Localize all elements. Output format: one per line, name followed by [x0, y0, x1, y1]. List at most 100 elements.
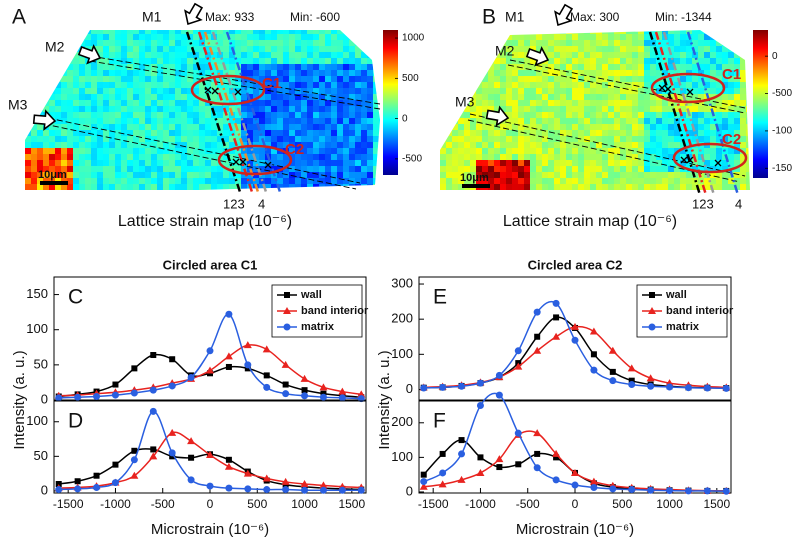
map-cell: [740, 136, 746, 142]
map-cell: [121, 46, 127, 52]
map-cell: [656, 112, 662, 118]
map-cell: [61, 30, 67, 34]
map-cell: [638, 94, 644, 100]
map-cell: [500, 64, 506, 70]
map-cell: [295, 190, 301, 196]
map-cell: [151, 94, 157, 100]
map-cell: [139, 142, 145, 148]
max-label: Max: 933: [205, 10, 255, 24]
map-cell: [373, 154, 379, 160]
marker: [439, 469, 447, 477]
map-cell: [151, 100, 157, 106]
map-cell: [728, 30, 734, 34]
map-cell: [109, 64, 115, 70]
map-cell: [692, 184, 698, 190]
map-cell: [367, 142, 373, 148]
circled-area: [190, 74, 266, 106]
map-cell: [446, 88, 452, 94]
map-cell: [151, 118, 157, 124]
map-cell: [139, 160, 145, 166]
map-cell: [25, 148, 31, 154]
y-axis-label: Intensity (a. u.): [376, 350, 393, 449]
map-cell: [722, 82, 728, 88]
map-cell: [235, 82, 241, 88]
map-cell: [596, 88, 602, 94]
map-cell: [361, 94, 367, 100]
map-cell: [446, 166, 452, 172]
map-cell: [662, 142, 668, 148]
map-cell: [554, 118, 560, 124]
map-cell: [91, 106, 97, 112]
map-cell: [43, 100, 49, 106]
map-cell: [734, 46, 740, 52]
map-cell: [37, 94, 43, 100]
map-cell: [253, 70, 259, 76]
map-cell: [458, 112, 464, 118]
map-cell: [181, 82, 187, 88]
map-cell: [127, 64, 133, 70]
map-cell: [157, 184, 163, 190]
map-cell: [235, 166, 241, 172]
map-cell: [361, 154, 367, 160]
map-cell: [379, 178, 380, 184]
map-cell: [211, 130, 217, 136]
map-cell: [85, 130, 91, 136]
map-cell: [139, 40, 145, 46]
map-cell: [217, 82, 223, 88]
marker: [552, 299, 560, 307]
map-cell: [716, 64, 722, 70]
map-cell: [133, 124, 139, 130]
map-cell: [265, 82, 271, 88]
map-cell: [590, 52, 596, 58]
map-cell: [175, 172, 181, 178]
map-cell: [85, 30, 91, 34]
map-cell: [91, 166, 97, 172]
map-cell: [494, 70, 500, 76]
map-cell: [163, 34, 169, 40]
arrow: [485, 105, 510, 127]
map-cell: [157, 52, 163, 58]
map-cell: [644, 52, 650, 58]
map-cell: [97, 154, 103, 160]
map-cell: [458, 52, 464, 58]
map-cell: [319, 142, 325, 148]
map-cell: [343, 172, 349, 178]
map-cell: [211, 106, 217, 112]
map-cell: [500, 148, 506, 154]
map-cell: [343, 30, 349, 34]
map-cell: [181, 64, 187, 70]
map-cell: [37, 64, 43, 70]
map-cell: [710, 100, 716, 106]
map-cell: [578, 30, 584, 34]
map-cell: [313, 76, 319, 82]
map-cell: [187, 154, 193, 160]
map-cell: [175, 190, 181, 196]
marker: [131, 447, 138, 454]
map-cell: [67, 148, 73, 154]
map-cell: [181, 142, 187, 148]
map-cell: [560, 148, 566, 154]
map-cell: [253, 46, 259, 52]
map-cell: [476, 112, 482, 118]
map-cell: [103, 106, 109, 112]
map-cell: [373, 124, 379, 130]
map-cell: [710, 70, 716, 76]
map-cell: [349, 118, 355, 124]
marker: [552, 449, 561, 457]
map-cell: [247, 34, 253, 40]
map-cell: [614, 160, 620, 166]
map-cell: [199, 30, 205, 34]
map-cell: [608, 184, 614, 190]
map-cell: [512, 46, 518, 52]
map-cell: [331, 148, 337, 154]
map-cell: [458, 148, 464, 154]
map-cell: [121, 106, 127, 112]
map-cell: [343, 82, 349, 88]
map-cell: [49, 148, 55, 154]
map-cell: [217, 184, 223, 190]
map-cell: [91, 184, 97, 190]
map-cell: [61, 58, 67, 64]
map-cell: [680, 130, 686, 136]
map-cell: [512, 82, 518, 88]
map-cell: [235, 34, 241, 40]
